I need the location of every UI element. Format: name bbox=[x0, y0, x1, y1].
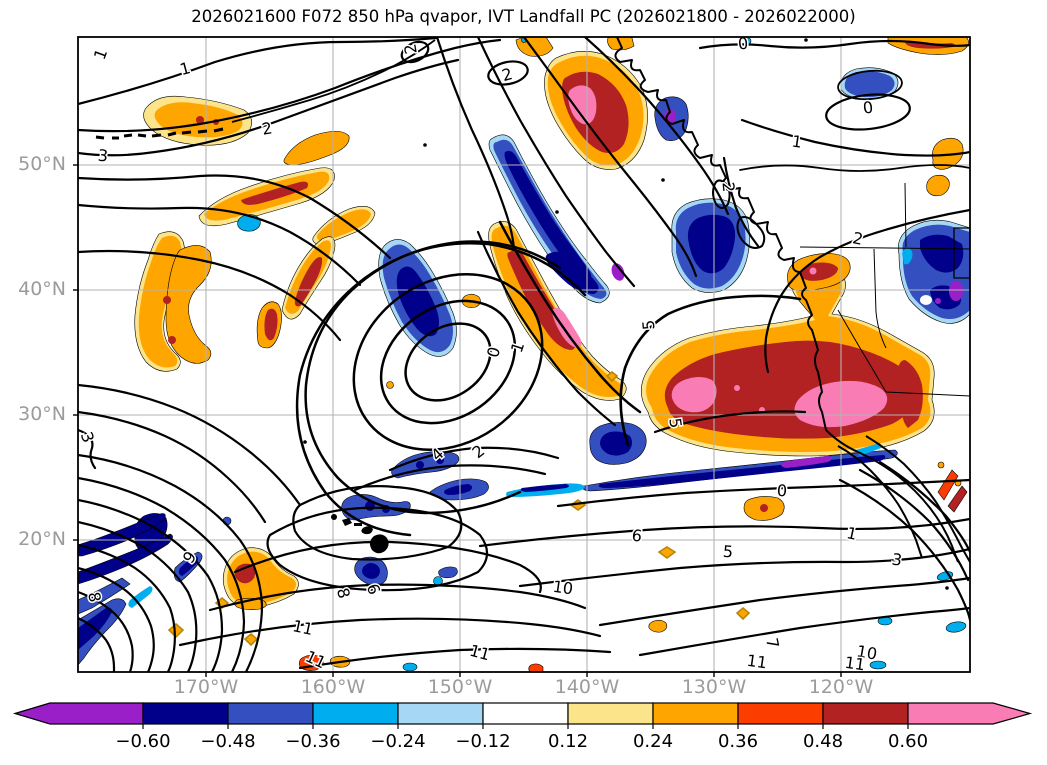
contour-label: 2 bbox=[719, 181, 739, 193]
colorbar-tick-label: 0.12 bbox=[523, 733, 613, 751]
x-tick-label: 140°W bbox=[542, 678, 632, 697]
x-tick-label: 160°W bbox=[288, 678, 378, 697]
x-tick-label: 120°W bbox=[796, 678, 886, 697]
x-tick-label: 170°W bbox=[161, 678, 251, 697]
y-tick-label: 50°N bbox=[4, 155, 66, 174]
map-plot: 1231220012201245501365101111119886711101… bbox=[0, 0, 1047, 765]
colorbar-tick-label: 0.60 bbox=[863, 733, 953, 751]
contour-label: 10 bbox=[552, 577, 575, 599]
colorbar bbox=[15, 703, 1030, 729]
y-tick-label: 30°N bbox=[4, 405, 66, 424]
colorbar-tick-label: −0.36 bbox=[268, 733, 358, 751]
colorbar-tick-label: −0.48 bbox=[183, 733, 273, 751]
contour-label: 5 bbox=[639, 319, 659, 331]
colorbar-tick-label: −0.60 bbox=[98, 733, 188, 751]
colorbar-tick-label: 0.48 bbox=[778, 733, 868, 751]
contour-label: 0 bbox=[776, 481, 787, 501]
y-tick-label: 20°N bbox=[4, 530, 66, 549]
colorbar-tick-label: −0.24 bbox=[353, 733, 443, 751]
x-tick-label: 130°W bbox=[669, 678, 759, 697]
x-tick-label: 150°W bbox=[415, 678, 505, 697]
colorbar-tick-label: 0.24 bbox=[608, 733, 698, 751]
colorbar-tick-label: −0.12 bbox=[438, 733, 528, 751]
colorbar-tick-label: 0.36 bbox=[693, 733, 783, 751]
y-tick-label: 40°N bbox=[4, 280, 66, 299]
contour-label: 11 bbox=[746, 651, 769, 673]
contour-label: 5 bbox=[722, 542, 733, 562]
figure: 2026021600 F072 850 hPa qvapor, IVT Land… bbox=[0, 0, 1047, 765]
contour-label: 3 bbox=[97, 146, 109, 166]
